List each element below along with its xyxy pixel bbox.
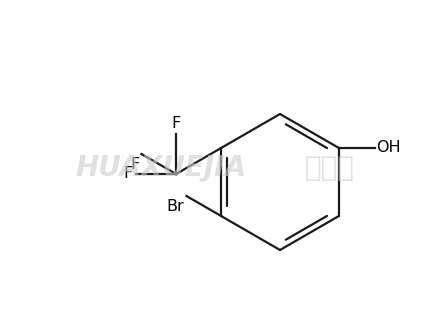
Text: F: F xyxy=(172,116,181,131)
Text: OH: OH xyxy=(376,141,400,155)
Text: F: F xyxy=(124,167,133,181)
Text: 化学加: 化学加 xyxy=(305,154,355,182)
Text: HUAXUEJIA: HUAXUEJIA xyxy=(75,154,246,182)
Text: F: F xyxy=(130,157,140,172)
Text: Br: Br xyxy=(167,199,184,214)
